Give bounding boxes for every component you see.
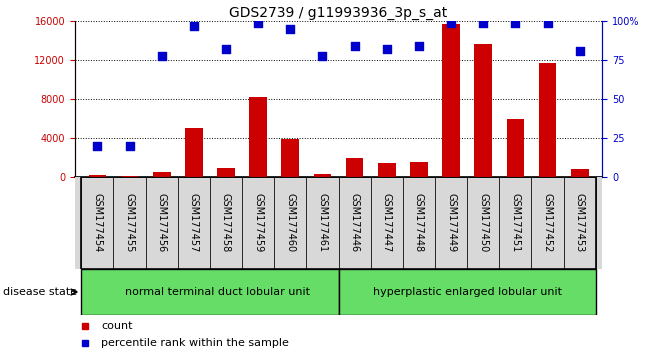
Bar: [339, 269, 596, 315]
Bar: [531, 177, 564, 269]
Text: count: count: [102, 321, 133, 331]
Point: [92, 143, 103, 149]
Point: [285, 26, 296, 32]
Bar: [185, 128, 202, 177]
Bar: [81, 269, 339, 315]
Bar: [281, 139, 299, 177]
Point: [124, 143, 135, 149]
Point: [317, 53, 327, 58]
Text: GSM177447: GSM177447: [381, 193, 392, 253]
Bar: [146, 177, 178, 269]
Bar: [249, 97, 267, 177]
Text: GSM177454: GSM177454: [92, 193, 102, 253]
Bar: [153, 172, 171, 177]
Point: [189, 23, 199, 29]
Bar: [475, 44, 492, 177]
Point: [253, 20, 264, 25]
Point: [221, 46, 231, 52]
Text: GSM177446: GSM177446: [350, 193, 359, 253]
Bar: [571, 169, 589, 177]
Bar: [314, 174, 331, 177]
Point: [350, 43, 360, 49]
Text: GSM177455: GSM177455: [124, 193, 135, 253]
Point: [156, 53, 167, 58]
Text: GSM177449: GSM177449: [446, 193, 456, 253]
Text: GSM177448: GSM177448: [414, 193, 424, 253]
Text: hyperplastic enlarged lobular unit: hyperplastic enlarged lobular unit: [372, 287, 562, 297]
Bar: [538, 63, 557, 177]
Bar: [178, 177, 210, 269]
Bar: [346, 158, 363, 177]
Text: GSM177459: GSM177459: [253, 193, 263, 253]
Text: GSM177460: GSM177460: [285, 193, 296, 253]
Point: [446, 20, 456, 25]
Bar: [499, 177, 531, 269]
Text: GSM177458: GSM177458: [221, 193, 231, 253]
Bar: [370, 177, 403, 269]
Text: disease state: disease state: [3, 287, 77, 297]
Text: percentile rank within the sample: percentile rank within the sample: [102, 338, 289, 348]
Bar: [403, 177, 435, 269]
Bar: [307, 177, 339, 269]
Text: GSM177456: GSM177456: [157, 193, 167, 253]
Title: GDS2739 / g11993936_3p_s_at: GDS2739 / g11993936_3p_s_at: [229, 6, 448, 20]
Bar: [506, 119, 524, 177]
Bar: [274, 177, 307, 269]
Bar: [210, 177, 242, 269]
Bar: [564, 177, 596, 269]
Text: GSM177450: GSM177450: [478, 193, 488, 253]
Point: [574, 48, 585, 54]
Bar: [378, 164, 396, 177]
Bar: [217, 168, 235, 177]
Text: GSM177453: GSM177453: [575, 193, 585, 253]
Text: GSM177461: GSM177461: [318, 193, 327, 253]
Point: [478, 20, 488, 25]
Text: GSM177452: GSM177452: [542, 193, 553, 253]
Point: [381, 46, 392, 52]
Bar: [435, 177, 467, 269]
Point: [542, 20, 553, 25]
Bar: [81, 177, 113, 269]
Bar: [410, 162, 428, 177]
Text: normal terminal duct lobular unit: normal terminal duct lobular unit: [126, 287, 311, 297]
Bar: [89, 175, 106, 177]
Bar: [467, 177, 499, 269]
Bar: [339, 177, 370, 269]
Text: GSM177457: GSM177457: [189, 193, 199, 253]
Bar: [113, 177, 146, 269]
Point: [510, 20, 521, 25]
Text: GSM177451: GSM177451: [510, 193, 520, 253]
Point: [413, 43, 424, 49]
Bar: [442, 24, 460, 177]
Bar: [120, 176, 139, 177]
Bar: [242, 177, 274, 269]
